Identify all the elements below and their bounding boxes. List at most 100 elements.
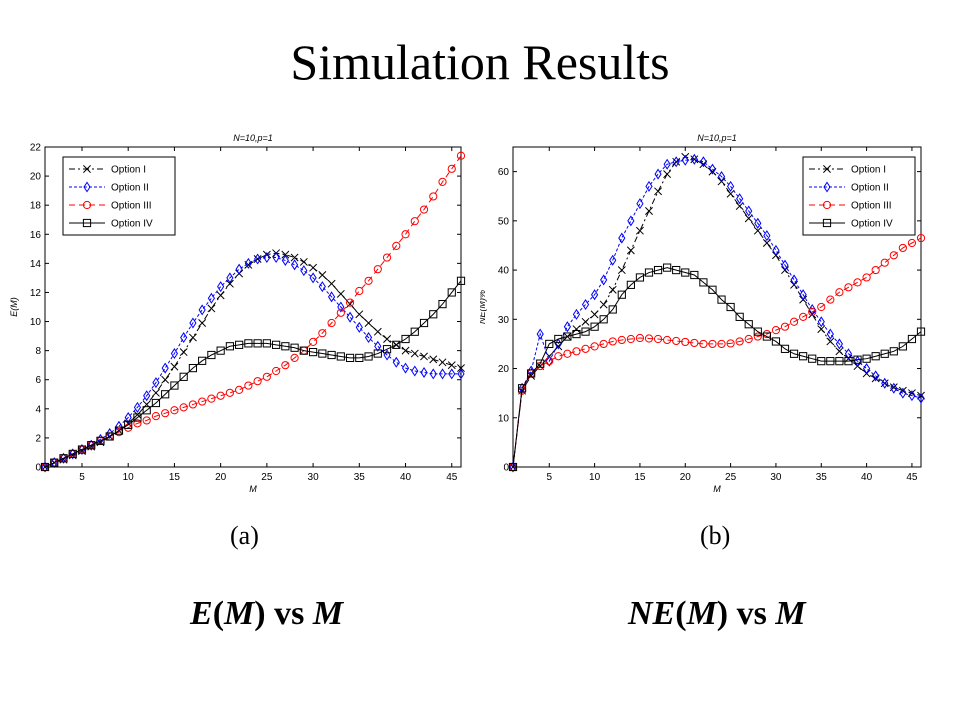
- chart-b-data-point: [572, 329, 581, 339]
- chart-b-data-point: [727, 180, 735, 192]
- chart-b-series-line: [512, 158, 922, 468]
- chart-b-legend-marker: [823, 181, 831, 193]
- chart-a-data-point: [420, 366, 428, 378]
- chart-b-data-point: [609, 254, 617, 266]
- chart-b-series-line: [512, 237, 922, 468]
- chart-a-data-point: [438, 299, 447, 309]
- chart-b-data-point: [536, 328, 544, 340]
- chart-b-ytick-label: 20: [498, 364, 510, 375]
- chart-a-data-point: [318, 281, 326, 293]
- chart-b-data-point: [626, 334, 635, 344]
- chart-b-data-point: [853, 355, 862, 364]
- chart-a-data-point: [272, 366, 281, 376]
- chart-b-legend-label: Option IV: [851, 219, 893, 230]
- chart-b-data-point: [916, 327, 926, 336]
- chart-b-data-point: [508, 462, 518, 472]
- chart-b-data-point: [681, 154, 689, 166]
- chart-a-data-point: [198, 304, 206, 316]
- chart-a-data-point: [226, 272, 234, 284]
- chart-b-legend-marker: [822, 218, 832, 228]
- chart-a-data-point: [327, 350, 336, 360]
- chart-b-data-point: [808, 307, 817, 317]
- chart-e-of-m: N=10,p=1 5 10 15 20 25 30 35 40 45 0 2 4 6 8 10 12 14 16 18…: [9, 133, 466, 494]
- chart-a-data-point: [216, 346, 225, 355]
- chart-a-data-point: [309, 263, 318, 272]
- chart-b-data-point: [527, 369, 536, 378]
- chart-b-data-point: [889, 251, 898, 260]
- chart-b-xtick-label: 35: [816, 472, 828, 483]
- chart-a-data-point: [59, 452, 68, 464]
- chart-a-data-point: [170, 406, 179, 415]
- chart-a-data-point: [290, 353, 299, 363]
- chart-b-data-point: [889, 347, 898, 356]
- chart-a-data-point: [336, 352, 345, 361]
- chart-b-data-point: [881, 377, 889, 389]
- chart-a-data-point: [133, 410, 142, 419]
- chart-a-x-axis-label: M: [249, 484, 257, 494]
- chart-a-data-point: [50, 457, 58, 469]
- chart-a-y-axis-label: E(M): [9, 297, 19, 317]
- chart-a-data-point: [419, 318, 429, 328]
- chart-a-data-point: [327, 279, 336, 288]
- chart-b-data-point: [808, 303, 816, 315]
- chart-b-data-point: [735, 312, 744, 321]
- chart-a-data-point: [290, 253, 299, 262]
- chart-a-legend-marker: [82, 200, 92, 210]
- chart-b-data-point: [536, 359, 545, 368]
- chart-a-data-point: [429, 368, 437, 380]
- chart-b-xtick-label: 20: [680, 472, 692, 483]
- chart-b-data-point: [762, 332, 771, 341]
- chart-b-data-point: [708, 339, 717, 349]
- chart-b-data-point: [690, 270, 699, 280]
- chart-b-data-point: [744, 214, 753, 223]
- chart-a-data-point: [318, 349, 327, 358]
- chart-a-data-point: [152, 377, 160, 389]
- chart-a-legend-label: Option III: [111, 201, 152, 212]
- chart-a-data-point: [373, 265, 382, 274]
- chart-b-data-point: [599, 315, 608, 324]
- chart-b-data-point: [799, 289, 807, 301]
- chart-b-xtick-label: 30: [770, 472, 782, 483]
- chart-a-data-point: [364, 319, 373, 327]
- chart-a-data-point: [382, 345, 392, 354]
- chart-a-data-point: [263, 252, 271, 264]
- chart-a-xtick-label: 10: [123, 472, 135, 483]
- chart-a-xtick-label: 30: [308, 472, 320, 483]
- chart-b-data-point: [890, 382, 898, 394]
- chart-a-data-point: [244, 257, 252, 269]
- chart-a-data-point: [337, 301, 345, 313]
- chart-b-data-point: [617, 290, 626, 299]
- chart-b-ytick-label: 0: [503, 463, 509, 474]
- chart-a-data-point: [382, 253, 392, 262]
- chart-a-data-point: [87, 441, 96, 450]
- chart-b-data-point: [853, 278, 862, 287]
- chart-a-data-point: [179, 348, 188, 357]
- chart-b-data-point: [608, 337, 617, 346]
- chart-b-data-point: [817, 302, 826, 312]
- chart-a-data-point: [225, 342, 234, 351]
- chart-b-data-point: [826, 328, 834, 340]
- chart-b-data-point: [626, 246, 635, 255]
- chart-b-data-point: [636, 198, 644, 210]
- chart-b-data-point: [590, 322, 599, 331]
- chart-b-data-point: [781, 259, 789, 271]
- caption-b-function: NE: [628, 595, 676, 632]
- chart-a-data-point: [447, 361, 456, 370]
- chart-a-xtick-label: 40: [400, 472, 412, 483]
- caption-a-argument: M: [224, 595, 255, 632]
- chart-a-data-point: [170, 362, 179, 371]
- chart-b-data-point: [608, 305, 617, 314]
- chart-b-data-point: [672, 336, 681, 346]
- chart-a-data-point: [41, 461, 49, 473]
- slide-title: Simulation Results: [290, 34, 670, 90]
- chart-a-data-point: [281, 254, 289, 266]
- chart-a-data-point: [401, 346, 410, 355]
- chart-a-data-point: [401, 334, 410, 344]
- caption-b-open-paren: (: [675, 595, 687, 632]
- chart-a-data-point: [253, 255, 262, 263]
- chart-b-data-point: [563, 349, 572, 358]
- chart-b-xtick-label: 15: [634, 472, 646, 483]
- chart-a-data-point: [188, 400, 198, 409]
- chart-b-data-point: [599, 339, 608, 349]
- chart-a-data-point: [420, 352, 428, 361]
